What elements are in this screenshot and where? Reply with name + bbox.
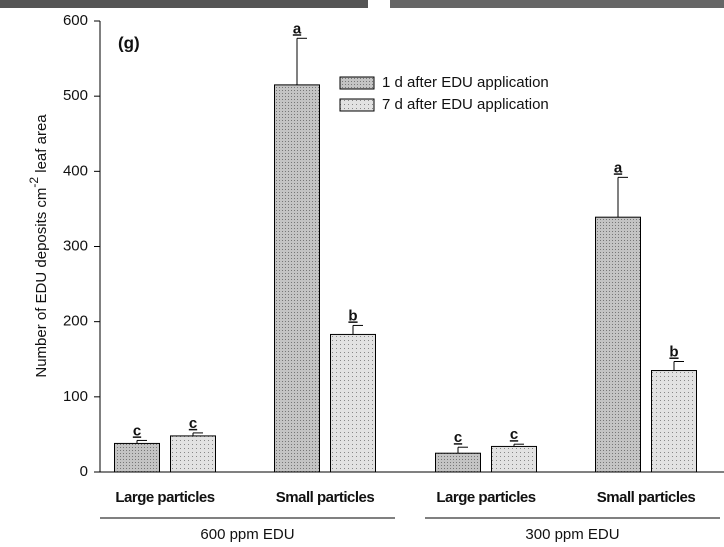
significance-letter: b xyxy=(348,307,357,324)
x-tick-label: Small particles xyxy=(597,489,696,506)
significance-letter: c xyxy=(133,422,141,439)
bar xyxy=(651,370,697,473)
photo-strip xyxy=(0,0,368,8)
legend-swatch xyxy=(339,98,375,112)
y-tick-label: 600 xyxy=(63,12,88,29)
x-tick-label: Small particles xyxy=(276,489,375,506)
significance-letter: c xyxy=(454,429,462,446)
y-label-sup: -2 xyxy=(27,177,41,188)
y-tick-label: 300 xyxy=(63,237,88,254)
photo-strip xyxy=(390,0,724,8)
x-tick-label: Large particles xyxy=(436,489,535,506)
y-tick-label: 100 xyxy=(63,388,88,405)
y-tick-label: 0 xyxy=(80,463,88,480)
y-tick-label: 400 xyxy=(63,162,88,179)
y-tick-label: 500 xyxy=(63,87,88,104)
y-axis-label: Number of EDU deposits cm-2 leaf area xyxy=(27,114,50,378)
bar xyxy=(274,84,320,473)
bar xyxy=(491,445,537,473)
x-tick-label: Large particles xyxy=(115,489,214,506)
legend-label: 1 d after EDU application xyxy=(382,74,549,91)
bar xyxy=(595,216,641,473)
bar xyxy=(114,442,160,473)
panel-label: (g) xyxy=(118,33,140,52)
y-tick-label: 200 xyxy=(63,313,88,330)
legend-label: 7 d after EDU application xyxy=(382,96,549,113)
significance-letter: c xyxy=(510,426,518,443)
legend-swatch xyxy=(339,76,375,90)
y-label-part: leaf area xyxy=(33,114,50,177)
significance-letter: a xyxy=(614,159,623,176)
bar xyxy=(435,452,481,473)
y-label-part: Number of EDU deposits cm xyxy=(33,188,50,378)
group-label: 300 ppm EDU xyxy=(525,526,619,543)
significance-letter: b xyxy=(669,343,678,360)
bar xyxy=(170,435,216,473)
bar xyxy=(330,333,376,473)
group-label: 600 ppm EDU xyxy=(200,526,294,543)
significance-letter: a xyxy=(293,20,302,37)
significance-letter: c xyxy=(189,415,197,432)
